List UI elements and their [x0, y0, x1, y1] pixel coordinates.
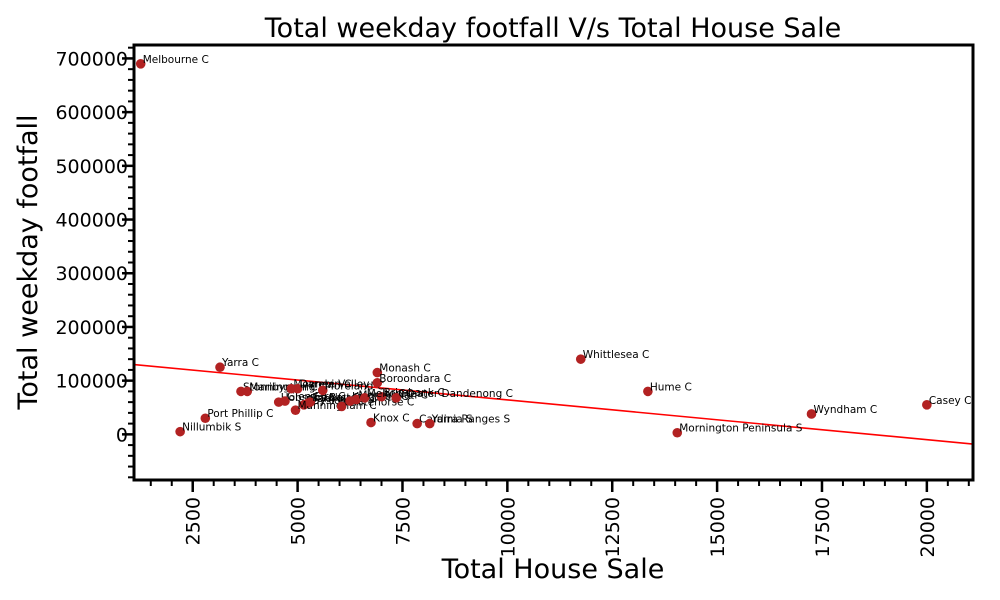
data-point: [290, 405, 301, 415]
x-tick-label: 12500: [602, 497, 624, 557]
point-label: Yarra C: [221, 357, 259, 369]
data-point: [336, 401, 347, 412]
point-label: Monash C: [379, 363, 430, 375]
data-point: [305, 397, 315, 407]
chart-title: Total weekday footfall V/s Total House S…: [264, 13, 841, 44]
point-label: Melbourne C: [143, 54, 209, 66]
x-tick-label: 20000: [917, 497, 939, 557]
data-point: [280, 396, 290, 406]
point-label: Darebin C: [300, 379, 352, 391]
x-tick-label: 15000: [707, 497, 729, 557]
point-label: Whittlesea C: [583, 349, 650, 361]
data-point: [215, 362, 225, 373]
x-tick-label: 2500: [183, 497, 205, 545]
point-label: Boroondara C: [379, 373, 451, 385]
data-point: [317, 385, 328, 396]
y-tick-label: 600000: [55, 102, 128, 124]
data-point: [376, 391, 387, 402]
data-point: [292, 383, 303, 394]
y-tick-label: 0: [116, 424, 128, 446]
y-tick-label: 300000: [55, 263, 128, 285]
data-point: [391, 393, 401, 403]
y-tick-label: 100000: [55, 371, 128, 393]
data-point: [135, 58, 146, 69]
y-tick-label: 200000: [55, 317, 128, 339]
point-label: Casey C: [929, 395, 972, 407]
data-point: [351, 394, 362, 405]
data-point: [359, 393, 370, 403]
point-label: Melton C: [367, 388, 413, 400]
data-point: [672, 427, 683, 438]
data-point: [372, 367, 383, 378]
plot-frame: [132, 43, 975, 482]
data-point: [366, 417, 376, 428]
point-label: Hume C: [650, 381, 692, 393]
data-point: [175, 426, 185, 437]
y-tick-label: 700000: [55, 48, 128, 70]
point-label: Wyndham C: [813, 404, 877, 416]
x-tick-label: 7500: [392, 497, 414, 545]
data-point: [412, 418, 422, 429]
data-point: [922, 400, 932, 410]
point-label: Nillumbik S: [182, 422, 241, 434]
point-label: Greater Dandenong C: [398, 388, 513, 400]
data-point: [200, 413, 211, 424]
point-label: Glen Eira C: [287, 391, 345, 403]
y-tick-label: 400000: [55, 210, 128, 232]
point-label: Moreland C: [325, 380, 384, 392]
point-label: Hobsons Bay C: [281, 392, 360, 404]
y-tick-label: 500000: [55, 156, 128, 178]
point-label: Yarra Ranges S: [431, 414, 511, 426]
data-point: [575, 354, 586, 364]
x-tick-label: 17500: [812, 497, 834, 557]
data-point: [806, 409, 817, 419]
plot-area: Melbourne C Yarra C Nillumbik S Port Philli…: [55, 43, 975, 557]
point-label: Knox C: [373, 413, 410, 425]
x-tick-label: 5000: [288, 497, 310, 545]
data-point: [424, 418, 435, 429]
point-label: Port Phillip C: [207, 408, 273, 420]
point-label: Mornington Peninsula S: [679, 423, 802, 435]
data-point: [372, 377, 383, 388]
y-axis-label: Total weekday footfall: [13, 114, 44, 410]
x-axis-label: Total House Sale: [441, 554, 665, 585]
point-label: Moonee Valley C: [293, 379, 380, 391]
data-point: [242, 386, 253, 397]
data-point: [643, 386, 653, 397]
x-tick-label: 10000: [497, 497, 519, 557]
trend-line: [134, 363, 973, 445]
